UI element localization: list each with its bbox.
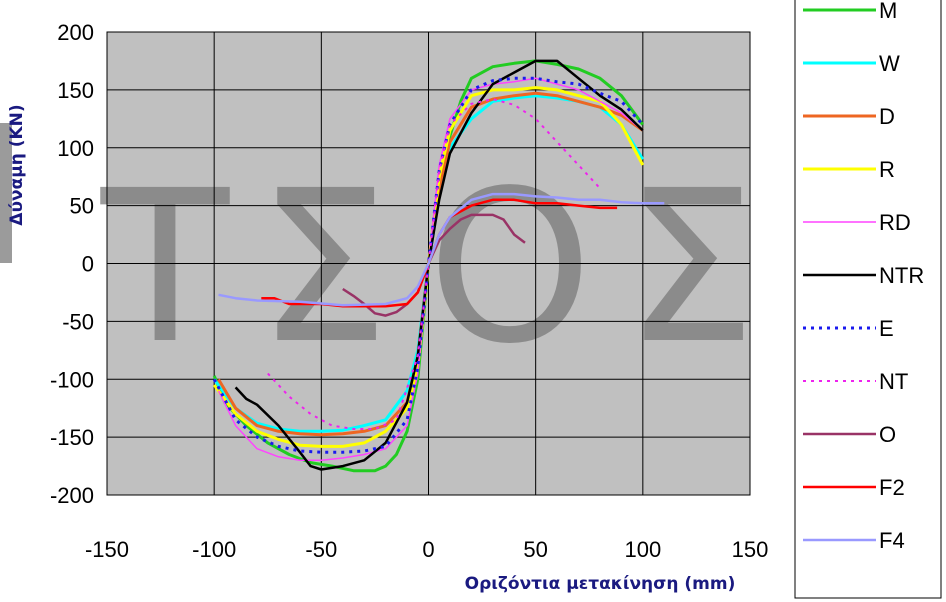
legend-label-o: O	[879, 422, 896, 447]
x-tick-label: -100	[192, 537, 236, 562]
x-tick-label: 50	[523, 537, 547, 562]
legend: M W D R RD NTR E NT O F2 F4	[803, 0, 924, 553]
y-tick-label: -150	[50, 425, 94, 450]
series-line-ntr	[234, 59, 644, 471]
legend-label-w: W	[879, 51, 900, 76]
y-tick-label: -50	[62, 309, 94, 334]
legend-label-r: R	[879, 157, 895, 182]
watermark-letter: Ο	[427, 145, 592, 390]
legend-label-d: D	[879, 104, 895, 129]
y-tick-label: -100	[50, 367, 94, 392]
y-tick-label: 150	[57, 78, 94, 103]
y-tick-label: 100	[57, 136, 94, 161]
y-tick-label: 0	[82, 252, 94, 277]
x-axis-ticks: -150 -100 -50 0 50 100 150	[85, 537, 768, 562]
legend-label-e: E	[879, 316, 894, 341]
watermark-letter: Τ	[100, 145, 230, 390]
legend-box	[794, 0, 942, 599]
x-tick-label: 100	[624, 537, 661, 562]
y-tick-label: 50	[70, 194, 94, 219]
y-axis-ticks: -200 -150 -100 -50 0 50 100 150 200	[50, 20, 94, 508]
x-tick-label: 0	[422, 537, 434, 562]
y-axis-label: Δύναμη (KN)	[7, 104, 27, 225]
watermark-fragment	[0, 123, 12, 263]
legend-label-ntr: NTR	[879, 263, 924, 288]
x-tick-label: -150	[85, 537, 129, 562]
x-tick-label: -50	[305, 537, 337, 562]
y-tick-label: 200	[57, 20, 94, 45]
data-series	[212, 59, 665, 473]
series-line-e	[212, 76, 644, 454]
legend-label-rd: RD	[879, 210, 911, 235]
legend-label-m: M	[879, 0, 897, 23]
x-tick-label: 150	[732, 537, 769, 562]
x-axis-label: Οριζόντια μετακίνηση (mm)	[465, 574, 736, 594]
series-line-f4	[218, 192, 665, 307]
y-tick-label: -200	[50, 483, 94, 508]
legend-label-f2: F2	[879, 475, 905, 500]
legend-label-nt: NT	[879, 369, 908, 394]
legend-label-f4: F4	[879, 528, 905, 553]
watermark-letter: Σ	[257, 145, 390, 390]
watermark-letter: Σ	[624, 145, 757, 390]
